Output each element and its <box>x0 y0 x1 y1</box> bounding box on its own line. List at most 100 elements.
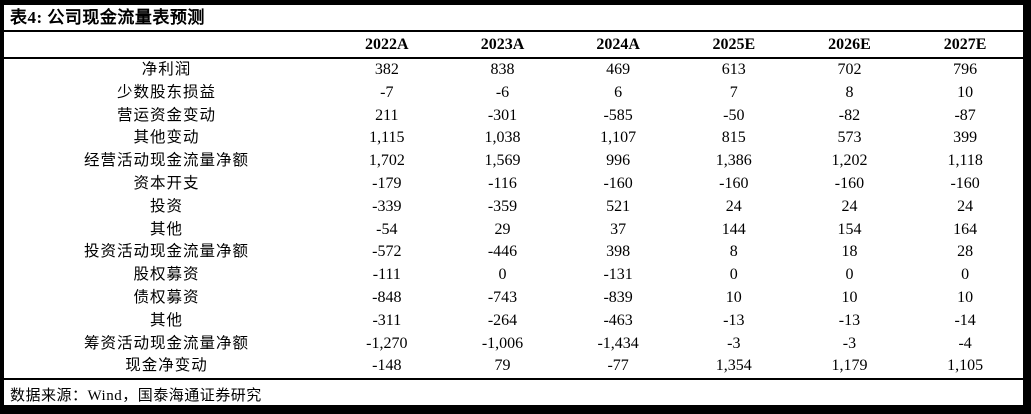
table-cell: 144 <box>721 220 746 238</box>
table-cell: -50 <box>723 106 745 124</box>
table-cell: -4 <box>958 334 972 352</box>
table-cell: 613 <box>721 61 746 78</box>
table-cell: 1,569 <box>484 152 521 170</box>
column-header-2022a: 2022A <box>329 32 445 59</box>
table-cell: -1,434 <box>597 334 639 352</box>
table-row: 营运资金变动 211 -301 -585 -50 -82 -87 <box>4 105 1023 128</box>
row-label: 营运资金变动 <box>116 106 216 124</box>
table-cell: 29 <box>494 220 511 238</box>
table-row: 股权募资 -111 0 -131 0 0 0 <box>4 264 1023 287</box>
table-cell: 7 <box>729 83 738 101</box>
table-cell: 382 <box>374 61 399 78</box>
table-cell: -839 <box>603 288 633 306</box>
row-label: 现金净变动 <box>125 357 208 375</box>
table-cell: 1,038 <box>484 129 521 147</box>
table-cell: 399 <box>953 129 978 147</box>
table-cell: -13 <box>838 311 861 329</box>
table-header-row: 2022A 2023A 2024A 2025E 2026E 2027E <box>4 32 1023 59</box>
table-cell: 8 <box>729 243 738 261</box>
table-row: 债权募资 -848 -743 -839 10 10 10 <box>4 287 1023 310</box>
table-cell: 0 <box>729 266 738 284</box>
table-cell: 521 <box>606 197 631 215</box>
table-cell: -13 <box>723 311 745 329</box>
table-cell: 573 <box>837 129 862 147</box>
column-header-label <box>4 32 329 59</box>
column-header-2027e: 2027E <box>907 32 1023 59</box>
table-cell: -7 <box>380 83 394 101</box>
table-cell: -6 <box>495 83 510 101</box>
table-cell: 10 <box>725 288 742 306</box>
table-row: 其他 -54 29 37 144 154 164 <box>4 219 1023 242</box>
table-cell: 8 <box>845 83 854 101</box>
table-cell: -743 <box>487 288 518 306</box>
table-cell: 1,702 <box>368 152 405 170</box>
table-cell: -148 <box>372 357 402 375</box>
table-cell: -264 <box>487 311 518 329</box>
table-cell: 79 <box>494 357 511 375</box>
row-label: 投资活动现金流量净额 <box>83 243 249 261</box>
table-cell: 24 <box>841 197 858 215</box>
table-cell: 18 <box>841 243 858 261</box>
table-cell: -160 <box>950 174 980 192</box>
table-row: 资本开支 -179 -116 -160 -160 -160 -160 <box>4 173 1023 196</box>
row-label: 资本开支 <box>133 174 200 192</box>
table-cell: -111 <box>372 266 401 284</box>
table-cell: -339 <box>372 197 402 215</box>
table-cell: 1,118 <box>947 152 983 170</box>
table-cell: 838 <box>490 61 515 78</box>
table-cell: -160 <box>719 174 749 192</box>
table-cell: 796 <box>953 61 978 78</box>
table-row: 投资 -339 -359 521 24 24 24 <box>4 196 1023 219</box>
table-cell: -160 <box>834 174 865 192</box>
table-cell: 24 <box>957 197 974 215</box>
table-title: 表4: 公司现金流量表预测 <box>4 5 1023 32</box>
table-cell: 1,179 <box>831 357 868 375</box>
column-header-2024a: 2024A <box>560 32 676 59</box>
table-cell: -3 <box>842 334 857 352</box>
table-cell: -116 <box>488 174 517 192</box>
table-cell: 6 <box>614 83 623 101</box>
table-cell: 37 <box>610 220 627 238</box>
data-source-note: 数据来源：Wind，国泰海通证券研究 <box>4 378 1023 405</box>
table-cell: -585 <box>603 106 633 124</box>
row-label: 其他 <box>149 220 183 238</box>
table-cell: -359 <box>487 197 518 215</box>
row-label: 净利润 <box>141 61 192 78</box>
table-row: 投资活动现金流量净额 -572 -446 398 8 18 28 <box>4 241 1023 264</box>
row-label: 投资 <box>149 197 183 215</box>
table-row: 其他变动 1,115 1,038 1,107 815 573 399 <box>4 127 1023 150</box>
table-row: 筹资活动现金流量净额 -1,270 -1,006 -1,434 -3 -3 -4 <box>4 333 1023 356</box>
table-cell: 815 <box>721 129 746 147</box>
table-cell: 398 <box>606 243 631 261</box>
table-cell: 702 <box>837 61 862 78</box>
table-row: 净利润 382 838 469 613 702 796 <box>4 58 1023 82</box>
table-row: 其他 -311 -264 -463 -13 -13 -14 <box>4 310 1023 333</box>
table-cell: -572 <box>372 243 402 261</box>
table-cell: -82 <box>838 106 861 124</box>
table-cell: 1,107 <box>600 129 637 147</box>
table-cell: 164 <box>953 220 978 238</box>
table-body: 净利润 382 838 469 613 702 796 少数股东损益 -7 -6 6 7 8 10 营运资金… <box>4 58 1023 378</box>
table-cell: 154 <box>837 220 862 238</box>
table-cell: 0 <box>498 266 507 284</box>
row-label: 债权募资 <box>133 288 200 306</box>
table-cell: 1,202 <box>831 152 868 170</box>
table-row: 现金净变动 -148 79 -77 1,354 1,179 1,105 <box>4 355 1023 378</box>
table-cell: 469 <box>606 61 631 78</box>
table-cell: 24 <box>725 197 742 215</box>
table-cell: 10 <box>841 288 858 306</box>
table-cell: 1,115 <box>369 129 405 147</box>
column-header-2025e: 2025E <box>675 32 792 59</box>
table-cell: -77 <box>607 357 629 375</box>
table-row: 经营活动现金流量净额 1,702 1,569 996 1,386 1,202 1,118 <box>4 150 1023 173</box>
table-cell: -463 <box>603 311 633 329</box>
table-cell: -54 <box>376 220 398 238</box>
table-cell: -179 <box>372 174 402 192</box>
row-label: 股权募资 <box>133 266 200 284</box>
table-cell: -1,006 <box>481 334 524 352</box>
row-label: 经营活动现金流量净额 <box>83 152 249 170</box>
table-cell: -446 <box>487 243 518 261</box>
table-cell: -160 <box>603 174 633 192</box>
column-header-2023a: 2023A <box>444 32 561 59</box>
